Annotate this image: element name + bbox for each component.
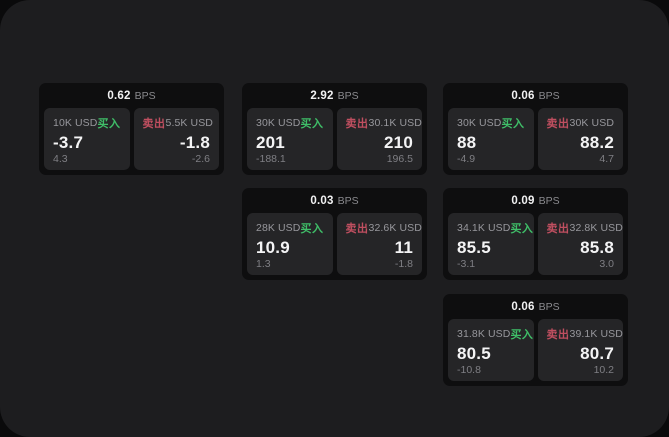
- buy-price: 201: [256, 132, 285, 152]
- bps-value: 2.92: [310, 89, 334, 102]
- sell-panel[interactable]: 卖出 32.8K USD 85.8 3.0: [537, 213, 623, 275]
- buy-amount: 34.1K USD: [457, 222, 511, 234]
- buy-panel[interactable]: 31.8K USD 买入 80.5 -10.8: [448, 319, 534, 381]
- bps-header: 0.06 BPS: [443, 83, 628, 108]
- bps-value: 0.03: [310, 194, 334, 207]
- sell-panel[interactable]: 卖出 5.5K USD -1.8 -2.6: [133, 108, 219, 170]
- sell-amount: 39.1K USD: [569, 328, 623, 340]
- bps-unit-label: BPS: [337, 194, 359, 207]
- bps-unit-label: BPS: [538, 300, 560, 313]
- bps-value: 0.62: [107, 89, 131, 102]
- bps-header: 0.06 BPS: [443, 294, 628, 319]
- quote-panels: 31.8K USD 买入 80.5 -10.8 卖出 39.1K USD 80.7 10.2: [443, 319, 628, 386]
- buy-panel[interactable]: 10K USD 买入 -3.7 4.3: [44, 108, 130, 170]
- buy-price: -3.7: [53, 132, 84, 152]
- sell-price: -1.8: [179, 132, 210, 152]
- bps-unit-label: BPS: [337, 89, 359, 102]
- bps-value: 0.06: [511, 89, 535, 102]
- buy-button[interactable]: 买入: [300, 223, 324, 235]
- buy-amount: 28K USD: [256, 222, 301, 234]
- sell-button[interactable]: 卖出: [546, 118, 570, 130]
- quote-card: 0.06 BPS 30K USD 买入 88 -4.9 卖出 30K USD 88.2 4.7: [443, 83, 628, 175]
- buy-button[interactable]: 买入: [510, 223, 534, 235]
- bps-value: 0.09: [511, 194, 535, 207]
- sell-price: 210: [384, 132, 413, 152]
- sell-price: 88.2: [580, 132, 614, 152]
- quote-card: 0.09 BPS 34.1K USD 买入 85.5 -3.1 卖出 32.8K USD 85.…: [443, 188, 628, 280]
- sell-sub-value: -2.6: [191, 152, 210, 165]
- quote-card: 2.92 BPS 30K USD 买入 201 -188.1 卖出 30.1K USD 210 1…: [242, 83, 427, 175]
- buy-button[interactable]: 买入: [510, 329, 534, 341]
- bps-unit-label: BPS: [134, 89, 156, 102]
- quote-panels: 34.1K USD 买入 85.5 -3.1 卖出 32.8K USD 85.8 3.0: [443, 213, 628, 280]
- quote-card: 0.06 BPS 31.8K USD 买入 80.5 -10.8 卖出 39.1K USD 80…: [443, 294, 628, 386]
- buy-sub-value: 1.3: [256, 257, 271, 270]
- buy-panel[interactable]: 34.1K USD 买入 85.5 -3.1: [448, 213, 534, 275]
- bps-header: 0.62 BPS: [39, 83, 224, 108]
- sell-button[interactable]: 卖出: [546, 223, 570, 235]
- bps-unit-label: BPS: [538, 194, 560, 207]
- sell-panel[interactable]: 卖出 30.1K USD 210 196.5: [336, 108, 422, 170]
- sell-price: 85.8: [580, 237, 614, 257]
- quote-panels: 30K USD 买入 88 -4.9 卖出 30K USD 88.2 4.7: [443, 108, 628, 175]
- bps-header: 0.03 BPS: [242, 188, 427, 213]
- sell-button[interactable]: 卖出: [345, 223, 369, 235]
- sell-sub-value: 4.7: [599, 152, 614, 165]
- buy-button[interactable]: 买入: [501, 118, 525, 130]
- buy-amount: 10K USD: [53, 117, 98, 129]
- buy-button[interactable]: 买入: [300, 118, 324, 130]
- sell-sub-value: 3.0: [599, 257, 614, 270]
- sell-panel[interactable]: 卖出 30K USD 88.2 4.7: [537, 108, 623, 170]
- buy-panel[interactable]: 30K USD 买入 201 -188.1: [247, 108, 333, 170]
- buy-price: 88: [457, 132, 477, 152]
- buy-sub-value: -3.1: [457, 257, 476, 270]
- buy-panel[interactable]: 30K USD 买入 88 -4.9: [448, 108, 534, 170]
- bps-value: 0.06: [511, 300, 535, 313]
- quote-panels: 28K USD 买入 10.9 1.3 卖出 32.6K USD 11 -1.8: [242, 213, 427, 280]
- sell-amount: 5.5K USD: [165, 117, 213, 129]
- quote-card: 0.62 BPS 10K USD 买入 -3.7 4.3 卖出 5.5K USD -1.8 -2.…: [39, 83, 224, 175]
- quote-panels: 30K USD 买入 201 -188.1 卖出 30.1K USD 210 196.5: [242, 108, 427, 175]
- sell-panel[interactable]: 卖出 39.1K USD 80.7 10.2: [537, 319, 623, 381]
- buy-price: 85.5: [457, 237, 491, 257]
- buy-button[interactable]: 买入: [97, 118, 121, 130]
- buy-price: 10.9: [256, 237, 290, 257]
- sell-amount: 30K USD: [569, 117, 614, 129]
- sell-amount: 32.6K USD: [368, 222, 422, 234]
- sell-amount: 32.8K USD: [569, 222, 623, 234]
- buy-amount: 31.8K USD: [457, 328, 511, 340]
- sell-sub-value: 10.2: [593, 363, 614, 376]
- sell-button[interactable]: 卖出: [345, 118, 369, 130]
- buy-price: 80.5: [457, 343, 491, 363]
- sell-panel[interactable]: 卖出 32.6K USD 11 -1.8: [336, 213, 422, 275]
- buy-sub-value: -4.9: [457, 152, 476, 165]
- bps-header: 2.92 BPS: [242, 83, 427, 108]
- bps-header: 0.09 BPS: [443, 188, 628, 213]
- buy-sub-value: 4.3: [53, 152, 68, 165]
- sell-sub-value: 196.5: [386, 152, 413, 165]
- sell-sub-value: -1.8: [394, 257, 413, 270]
- sell-button[interactable]: 卖出: [142, 118, 166, 130]
- quote-card: 0.03 BPS 28K USD 买入 10.9 1.3 卖出 32.6K USD 11 -1.8: [242, 188, 427, 280]
- sell-amount: 30.1K USD: [368, 117, 422, 129]
- quote-panels: 10K USD 买入 -3.7 4.3 卖出 5.5K USD -1.8 -2.6: [39, 108, 224, 175]
- sell-button[interactable]: 卖出: [546, 329, 570, 341]
- bps-unit-label: BPS: [538, 89, 560, 102]
- sell-price: 80.7: [580, 343, 614, 363]
- buy-panel[interactable]: 28K USD 买入 10.9 1.3: [247, 213, 333, 275]
- buy-sub-value: -10.8: [457, 363, 481, 376]
- buy-amount: 30K USD: [457, 117, 502, 129]
- buy-amount: 30K USD: [256, 117, 301, 129]
- buy-sub-value: -188.1: [256, 152, 286, 165]
- sell-price: 11: [394, 237, 413, 257]
